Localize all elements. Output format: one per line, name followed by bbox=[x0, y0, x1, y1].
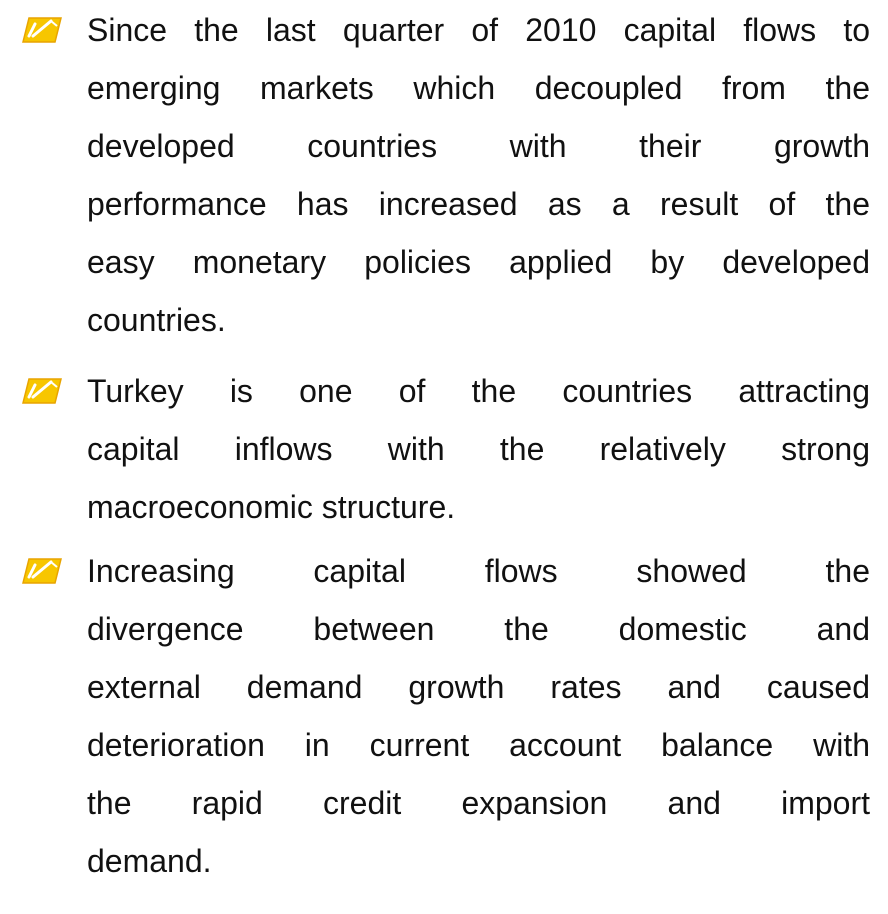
text-line: developed countries with their growth bbox=[87, 128, 870, 164]
bullet-item: Increasing capital flows showed the diver… bbox=[22, 542, 870, 890]
text-line: Increasing capital flows showed the bbox=[87, 553, 870, 589]
text-line: Since the last quarter of 2010 capital f… bbox=[87, 12, 870, 48]
text-line: macroeconomic structure. bbox=[87, 489, 456, 525]
text-line: performance has increased as a result of… bbox=[87, 186, 870, 222]
text-line: the rapid credit expansion and import bbox=[87, 785, 870, 821]
text-line: Turkey is one of the countries attractin… bbox=[87, 373, 870, 409]
bullet-icon bbox=[22, 17, 62, 43]
text-line: external demand growth rates and caused bbox=[87, 669, 870, 705]
text-line: emerging markets which decoupled from th… bbox=[87, 70, 870, 106]
bullet-icon bbox=[22, 378, 62, 404]
bullet-icon bbox=[22, 558, 62, 584]
text-line: countries. bbox=[87, 302, 226, 338]
bullet-item: Turkey is one of the countries attractin… bbox=[22, 362, 870, 536]
text-line: capital inflows with the relatively stro… bbox=[87, 431, 870, 467]
text-line: demand. bbox=[87, 843, 212, 879]
text-line: easy monetary policies applied by develo… bbox=[87, 244, 870, 280]
bullet-item: Since the last quarter of 2010 capital f… bbox=[22, 1, 870, 349]
text-line: deterioration in current account balance… bbox=[87, 727, 870, 763]
text-line: divergence between the domestic and bbox=[87, 611, 870, 647]
